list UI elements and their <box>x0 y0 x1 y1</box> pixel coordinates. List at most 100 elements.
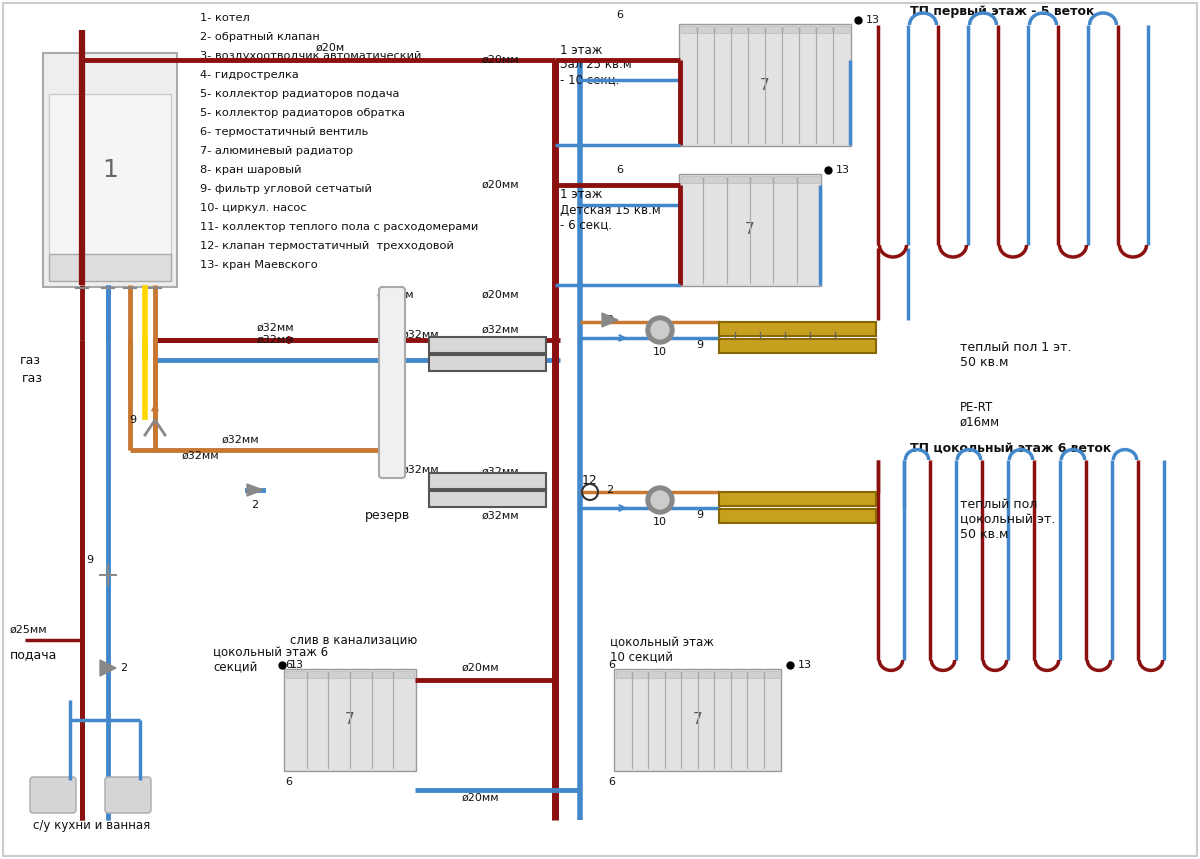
Text: резерв: резерв <box>365 509 410 522</box>
Text: 11: 11 <box>790 514 805 527</box>
FancyBboxPatch shape <box>307 671 328 678</box>
Text: 7: 7 <box>692 712 702 728</box>
FancyBboxPatch shape <box>352 671 371 678</box>
FancyBboxPatch shape <box>698 671 713 678</box>
FancyBboxPatch shape <box>284 669 416 771</box>
Circle shape <box>646 486 674 514</box>
FancyBboxPatch shape <box>719 492 876 506</box>
Text: 1- котел: 1- котел <box>200 13 250 23</box>
Text: теплый пол
цокольный эт.
50 кв.м: теплый пол цокольный эт. 50 кв.м <box>960 498 1055 541</box>
Text: ø20мм: ø20мм <box>481 55 518 65</box>
FancyBboxPatch shape <box>329 671 349 678</box>
Text: ø32мм: ø32мм <box>401 330 439 340</box>
FancyBboxPatch shape <box>379 287 406 478</box>
Text: 6- термостатичный вентиль: 6- термостатичный вентиль <box>200 127 368 137</box>
FancyBboxPatch shape <box>766 26 781 33</box>
FancyBboxPatch shape <box>373 671 392 678</box>
Text: цокольный этаж
10 секций: цокольный этаж 10 секций <box>610 636 714 664</box>
Text: ø20мм: ø20мм <box>481 180 518 190</box>
FancyBboxPatch shape <box>732 671 746 678</box>
Text: 6: 6 <box>608 777 616 787</box>
Text: 6: 6 <box>286 660 293 670</box>
Text: PE-RT
ø16мм: PE-RT ø16мм <box>960 401 1000 429</box>
Text: ø20мм: ø20мм <box>461 793 499 803</box>
FancyBboxPatch shape <box>682 26 696 33</box>
Text: 7: 7 <box>346 712 355 728</box>
Text: 11: 11 <box>790 344 805 356</box>
Text: ø20мм: ø20мм <box>376 290 414 300</box>
FancyBboxPatch shape <box>49 94 172 276</box>
Text: 13: 13 <box>866 15 880 25</box>
FancyBboxPatch shape <box>679 24 851 146</box>
Text: 4: 4 <box>388 375 396 388</box>
FancyBboxPatch shape <box>798 176 818 183</box>
Text: 7- алюминевый радиатор: 7- алюминевый радиатор <box>200 146 353 156</box>
Text: ø32мм: ø32мм <box>221 435 259 445</box>
Text: 9: 9 <box>86 555 94 565</box>
Text: 13: 13 <box>290 660 304 670</box>
Text: теплый пол 1 эт.
50 кв.м: теплый пол 1 эт. 50 кв.м <box>960 341 1072 369</box>
Text: ø32мм: ø32мм <box>256 323 294 333</box>
FancyBboxPatch shape <box>106 777 151 813</box>
FancyBboxPatch shape <box>682 176 702 183</box>
FancyBboxPatch shape <box>430 355 546 371</box>
FancyBboxPatch shape <box>715 26 730 33</box>
Polygon shape <box>100 660 116 676</box>
Text: 13: 13 <box>836 165 850 175</box>
Text: 9: 9 <box>130 415 137 425</box>
FancyBboxPatch shape <box>784 26 798 33</box>
FancyBboxPatch shape <box>719 339 876 353</box>
FancyBboxPatch shape <box>727 176 749 183</box>
FancyBboxPatch shape <box>834 26 850 33</box>
Text: ø20мм: ø20мм <box>461 663 499 673</box>
Text: 10: 10 <box>653 517 667 527</box>
FancyBboxPatch shape <box>616 671 630 678</box>
Circle shape <box>650 321 670 339</box>
FancyBboxPatch shape <box>430 337 546 353</box>
FancyBboxPatch shape <box>43 53 178 287</box>
Text: с/у кухни и ванная: с/у кухни и ванная <box>34 819 151 832</box>
Text: 2: 2 <box>252 500 258 510</box>
Text: 7: 7 <box>760 77 770 93</box>
FancyBboxPatch shape <box>698 26 713 33</box>
FancyBboxPatch shape <box>666 671 680 678</box>
Text: 6: 6 <box>617 165 624 175</box>
FancyBboxPatch shape <box>817 26 832 33</box>
Text: 5- коллектор радиаторов подача: 5- коллектор радиаторов подача <box>200 89 400 99</box>
FancyBboxPatch shape <box>751 176 773 183</box>
FancyBboxPatch shape <box>774 176 796 183</box>
Text: ø32мм: ø32мм <box>401 465 439 475</box>
Text: 13- кран Маевского: 13- кран Маевского <box>200 260 318 270</box>
FancyBboxPatch shape <box>719 322 876 336</box>
FancyBboxPatch shape <box>30 777 76 813</box>
Text: ø32мм: ø32мм <box>481 467 518 477</box>
Text: 11- коллектор теплого пола с расходомерами: 11- коллектор теплого пола с расходомера… <box>200 222 479 232</box>
FancyBboxPatch shape <box>430 491 546 507</box>
Text: ø32мм: ø32мм <box>481 511 518 521</box>
FancyBboxPatch shape <box>800 26 815 33</box>
Text: ø20м: ø20м <box>316 43 344 53</box>
Text: 1 этаж
Детская 15 кв.м
- 6 секц.: 1 этаж Детская 15 кв.м - 6 секц. <box>560 188 661 231</box>
Polygon shape <box>247 484 263 496</box>
Text: ø32мм: ø32мм <box>256 335 294 345</box>
FancyBboxPatch shape <box>764 671 779 678</box>
Text: 10- циркул. насос: 10- циркул. насос <box>200 203 307 213</box>
Text: 2: 2 <box>120 663 127 673</box>
Text: 7: 7 <box>745 222 755 237</box>
Text: 9: 9 <box>696 340 703 350</box>
Text: 4- гидрострелка: 4- гидрострелка <box>200 70 299 80</box>
Text: 12: 12 <box>582 473 598 486</box>
FancyBboxPatch shape <box>732 26 746 33</box>
Text: 6: 6 <box>286 777 293 787</box>
Text: 13: 13 <box>798 660 812 670</box>
Text: ø32мм: ø32мм <box>181 451 218 461</box>
Text: 5: 5 <box>482 473 491 486</box>
Text: ø20мм: ø20мм <box>481 290 518 300</box>
Text: 9- фильтр угловой сетчатый: 9- фильтр угловой сетчатый <box>200 184 372 194</box>
FancyBboxPatch shape <box>704 176 726 183</box>
Text: подача: подача <box>10 649 58 661</box>
FancyBboxPatch shape <box>679 174 821 286</box>
Text: слив в канализацию: слив в канализацию <box>290 633 418 647</box>
Text: 2: 2 <box>606 485 613 495</box>
FancyBboxPatch shape <box>632 671 647 678</box>
